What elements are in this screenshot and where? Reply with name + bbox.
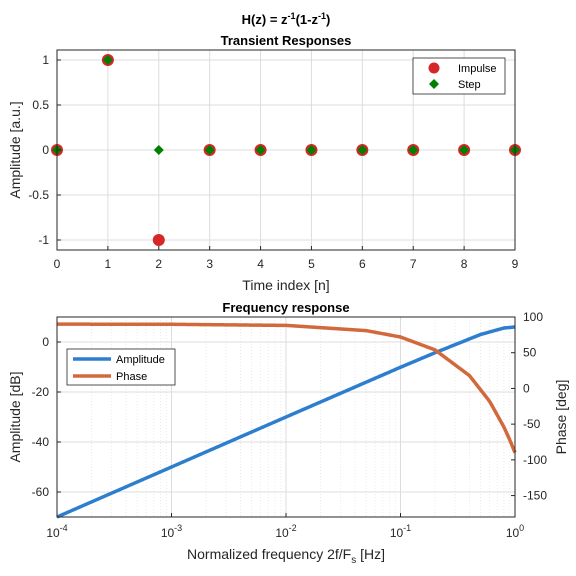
step-point — [459, 145, 470, 155]
step-point — [408, 145, 419, 155]
step-point — [102, 55, 113, 65]
frequency-ytick-right-label: -50 — [523, 417, 541, 431]
frequency-ytick-right-label: -100 — [523, 453, 547, 467]
legend-amplitude-label: Amplitude — [116, 354, 165, 366]
transient-xtick-label: 8 — [461, 257, 468, 271]
step-point — [357, 145, 368, 155]
transient-xtick-label: 2 — [155, 257, 162, 271]
transient-xtick-label: 5 — [308, 257, 315, 271]
legend-step-marker — [429, 79, 439, 89]
transient-xtick-label: 0 — [54, 257, 61, 271]
transient-marks — [51, 54, 521, 246]
figure-title: H(z) = z-1(1-z-1) — [242, 11, 331, 27]
frequency-ticks: 10-4 10-3 10-2 10-1 100 0 -20 -40 -60 100 50 0 -50 -1… — [32, 310, 548, 540]
transient-ytick-label: -0.5 — [28, 188, 49, 202]
transient-xtick-label: 7 — [410, 257, 417, 271]
frequency-ytick-right-label: 0 — [523, 381, 530, 395]
transient-legend: Impulse Step — [412, 57, 506, 95]
phase-line — [56, 322, 517, 454]
transient-legend-box — [412, 57, 506, 95]
transient-ytick-label: 0.5 — [32, 98, 49, 112]
transient-xtick-label: 4 — [257, 257, 264, 271]
step-point — [153, 145, 164, 155]
transient-xtick-label: 9 — [512, 257, 519, 271]
transient-ticks: 0 1 2 3 4 5 6 7 8 9 1 0.5 0 -0.5 -1 — [28, 53, 518, 271]
frequency-ytick-left-label: -40 — [32, 435, 50, 449]
legend-impulse-label: Impulse — [458, 63, 497, 75]
step-point — [306, 145, 317, 155]
transient-chart: Transient Responses 0 1 2 3 4 5 6 7 8 9 1 0.5 0 -0.5 -… — [7, 33, 521, 293]
transient-ytick-label: 0 — [42, 143, 49, 157]
legend-impulse-marker — [428, 62, 440, 74]
frequency-ytick-left-label: -20 — [32, 385, 50, 399]
frequency-ytick-right-label: 50 — [523, 346, 537, 360]
legend-step-label: Step — [458, 79, 481, 91]
frequency-ylabel-right: Phase [deg] — [553, 380, 569, 455]
frequency-legend: Amplitude Phase — [66, 348, 176, 386]
frequency-ytick-left-label: 0 — [42, 335, 49, 349]
transient-xtick-label: 3 — [206, 257, 213, 271]
frequency-xtick-label: 100 — [506, 523, 524, 540]
frequency-legend-box — [66, 348, 176, 386]
frequency-xtick-label: 10-2 — [275, 523, 296, 540]
frequency-xtick-label: 10-4 — [46, 523, 67, 540]
legend-phase-label: Phase — [116, 371, 147, 383]
frequency-xlabel: Normalized frequency 2f/Fs [Hz] — [187, 546, 385, 566]
frequency-ytick-left-label: -60 — [32, 485, 50, 499]
transient-xtick-label: 6 — [359, 257, 366, 271]
impulse-point — [152, 234, 165, 246]
frequency-ytick-right-label: -150 — [523, 489, 547, 503]
transient-chart-title: Transient Responses — [221, 33, 352, 48]
transient-ylabel: Amplitude [a.u.] — [7, 101, 23, 198]
step-point — [255, 145, 266, 155]
frequency-chart: Frequency response 10-4 10-3 10-2 10-1 100 0 -… — [7, 300, 569, 566]
transient-xtick-label: 1 — [105, 257, 112, 271]
transient-xlabel: Time index [n] — [242, 277, 329, 293]
transient-ytick-label: -1 — [38, 233, 49, 247]
frequency-chart-title: Frequency response — [222, 300, 349, 315]
frequency-xtick-label: 10-3 — [161, 523, 182, 540]
step-point — [204, 145, 215, 155]
frequency-ytick-right-label: 100 — [523, 310, 543, 324]
frequency-ylabel-left: Amplitude [dB] — [7, 371, 23, 462]
frequency-marks — [56, 322, 517, 519]
transient-ytick-label: 1 — [42, 53, 49, 67]
frequency-xtick-label: 10-1 — [390, 523, 411, 540]
